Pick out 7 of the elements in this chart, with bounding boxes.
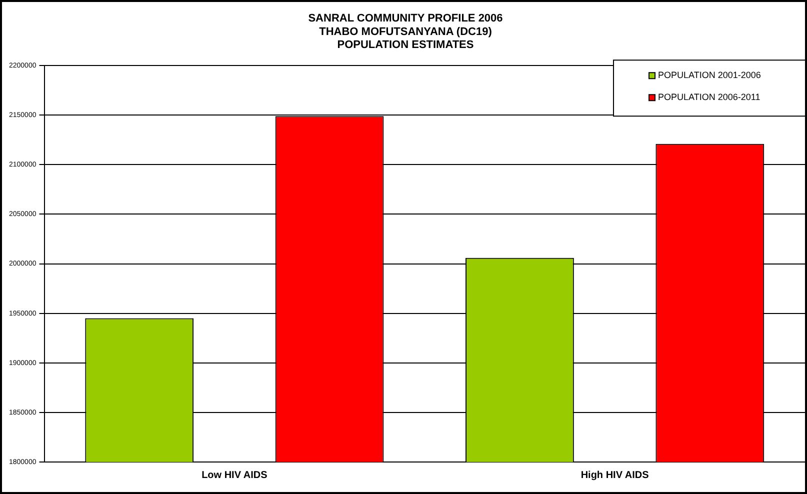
x-tick-label: Low HIV AIDS [202,470,268,481]
text: SANRAL COMMUNITY PROFILE 2006 [308,12,503,25]
text: POPULATION ESTIMATES [337,39,474,52]
x-tick-label: High HIV AIDS [580,470,650,481]
legend-label: POPULATION 2001-2006 [658,70,761,80]
text: THABO MOFUTSANYANA (DC19) [319,26,492,38]
legend-label: POPULATION 2006-2011 [658,92,760,102]
